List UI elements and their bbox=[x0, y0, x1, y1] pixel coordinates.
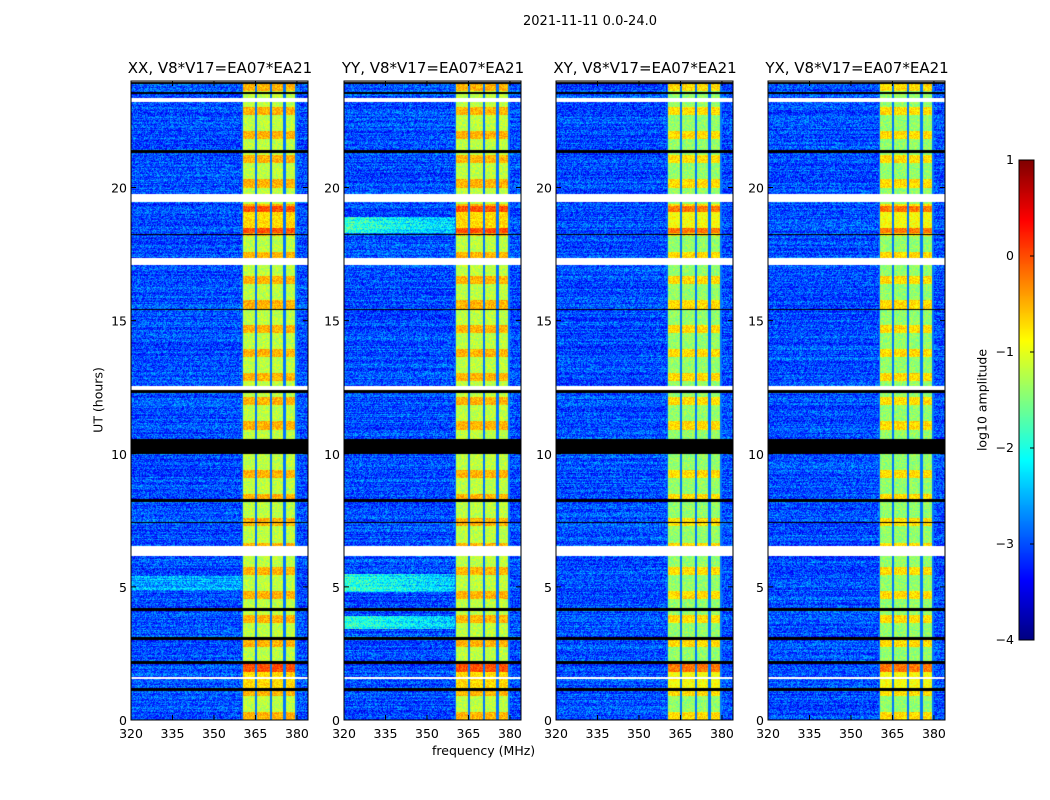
y-tick-label: 0 bbox=[756, 713, 764, 728]
panel-frame bbox=[343, 80, 522, 721]
y-tick-label: 20 bbox=[536, 181, 552, 196]
x-tick-label: 380 bbox=[285, 726, 309, 741]
colorbar-tick-label: 0 bbox=[1006, 248, 1014, 263]
y-tick-label: 0 bbox=[332, 713, 340, 728]
colorbar-tick-label: −3 bbox=[996, 536, 1014, 551]
x-tick-label: 365 bbox=[244, 726, 268, 741]
colorbar-tick-label: −1 bbox=[996, 344, 1014, 359]
x-tick-label: 320 bbox=[544, 726, 568, 741]
panel-title-yy: YY, V8*V17=EA07*EA21 bbox=[341, 59, 525, 77]
colorbar bbox=[1019, 160, 1034, 640]
x-tick-label: 350 bbox=[839, 726, 863, 741]
colorbar-label: log10 amplitude bbox=[974, 348, 990, 452]
x-tick-label: 365 bbox=[457, 726, 481, 741]
y-tick-label: 0 bbox=[119, 713, 127, 728]
colorbar-tick-label: −4 bbox=[996, 632, 1014, 647]
y-axis-label: UT (hours) bbox=[90, 367, 106, 433]
x-tick-label: 350 bbox=[627, 726, 651, 741]
x-tick-label: 335 bbox=[586, 726, 610, 741]
y-tick-label: 15 bbox=[748, 314, 764, 329]
y-tick-label: 10 bbox=[111, 447, 127, 462]
y-tick-label: 10 bbox=[324, 447, 340, 462]
y-tick-label: 5 bbox=[756, 580, 764, 595]
panel-frame bbox=[555, 80, 734, 721]
y-tick-label: 15 bbox=[536, 314, 552, 329]
x-tick-label: 320 bbox=[119, 726, 143, 741]
x-tick-label: 365 bbox=[669, 726, 693, 741]
y-tick-label: 5 bbox=[332, 580, 340, 595]
colorbar-frame bbox=[1018, 159, 1035, 641]
y-tick-label: 20 bbox=[111, 181, 127, 196]
panel-frame bbox=[767, 80, 946, 721]
heatmap-yx bbox=[768, 81, 945, 720]
panel-frame bbox=[130, 80, 309, 721]
colorbar-tick-label: 1 bbox=[1006, 152, 1014, 167]
y-tick-label: 10 bbox=[748, 447, 764, 462]
heatmap-yy bbox=[344, 81, 521, 720]
x-tick-label: 380 bbox=[710, 726, 734, 741]
y-tick-label: 15 bbox=[324, 314, 340, 329]
x-tick-label: 335 bbox=[374, 726, 398, 741]
panel-title-xx: XX, V8*V17=EA07*EA21 bbox=[127, 59, 313, 77]
x-tick-label: 335 bbox=[161, 726, 185, 741]
panel-title-xy: XY, V8*V17=EA07*EA21 bbox=[553, 59, 737, 77]
x-tick-label: 350 bbox=[415, 726, 439, 741]
x-tick-label: 335 bbox=[798, 726, 822, 741]
y-tick-label: 20 bbox=[748, 181, 764, 196]
x-tick-label: 365 bbox=[881, 726, 905, 741]
y-tick-label: 5 bbox=[119, 580, 127, 595]
y-tick-label: 0 bbox=[544, 713, 552, 728]
y-tick-label: 10 bbox=[536, 447, 552, 462]
y-tick-label: 15 bbox=[111, 314, 127, 329]
x-tick-label: 350 bbox=[202, 726, 226, 741]
x-axis-label: frequency (MHz) bbox=[432, 743, 536, 758]
x-tick-label: 320 bbox=[332, 726, 356, 741]
x-tick-label: 380 bbox=[498, 726, 522, 741]
panel-title-yx: YX, V8*V17=EA07*EA21 bbox=[765, 59, 949, 77]
heatmap-xy bbox=[556, 81, 733, 720]
colorbar-tick-label: −2 bbox=[996, 440, 1014, 455]
x-tick-label: 320 bbox=[756, 726, 780, 741]
x-tick-label: 380 bbox=[922, 726, 946, 741]
y-tick-label: 5 bbox=[544, 580, 552, 595]
heatmap-xx bbox=[131, 81, 308, 720]
y-tick-label: 20 bbox=[324, 181, 340, 196]
figure-title: 2021-11-11 0.0-24.0 bbox=[523, 14, 657, 29]
